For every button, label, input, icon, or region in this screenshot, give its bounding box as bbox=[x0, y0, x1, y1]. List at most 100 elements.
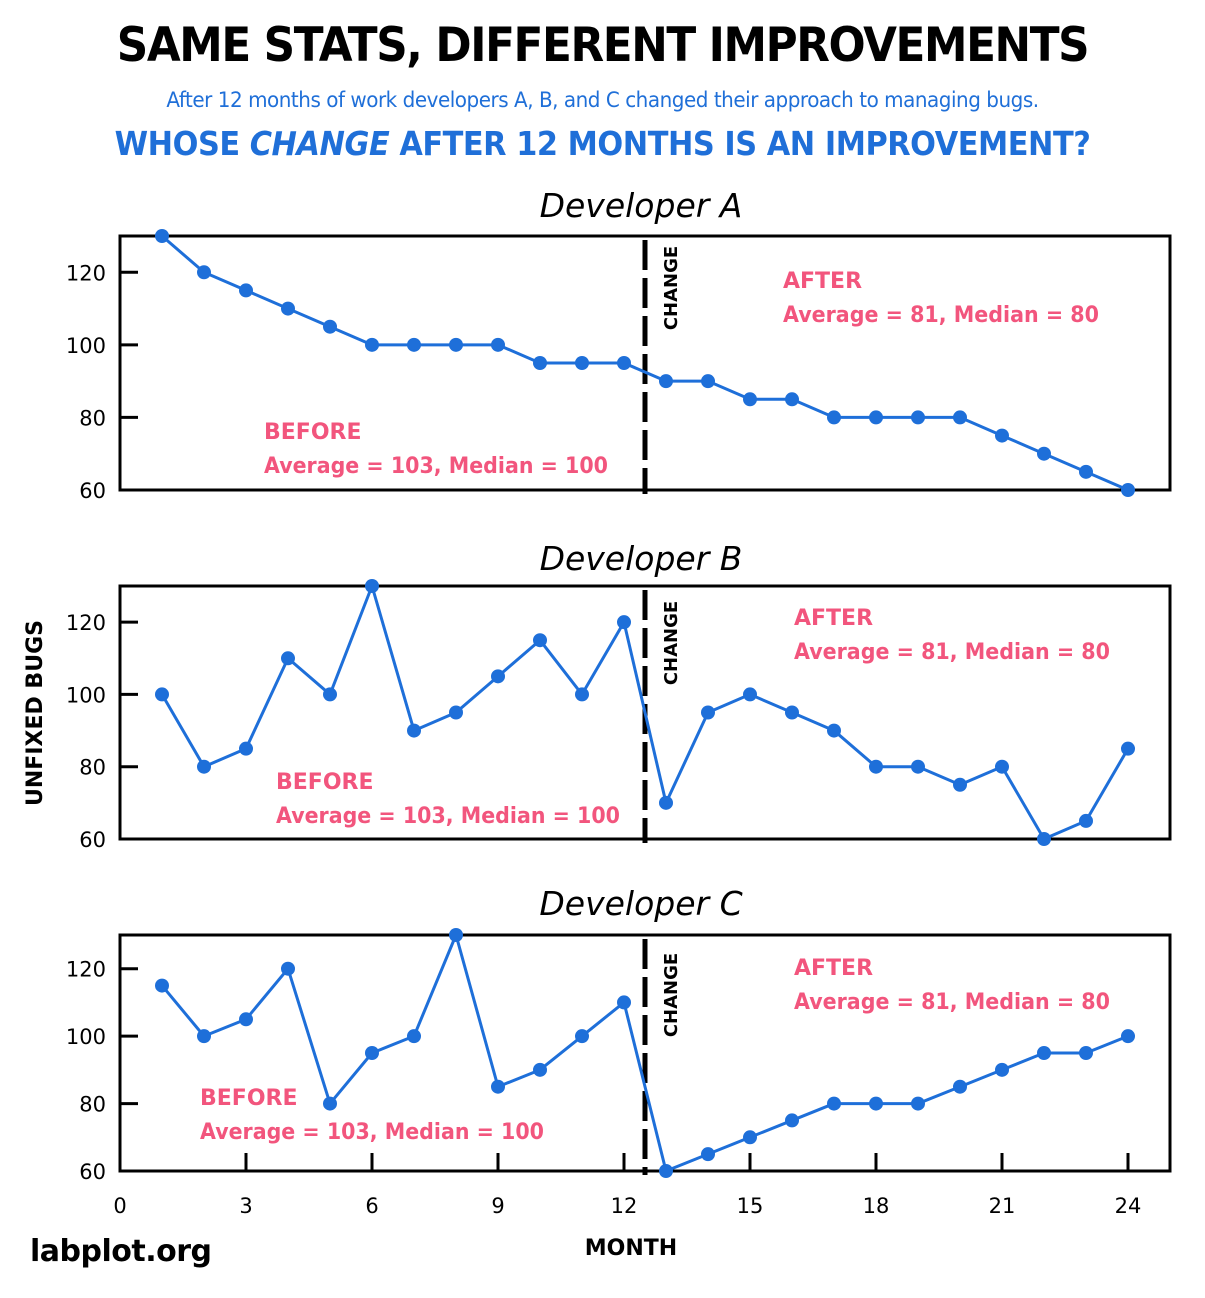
data-point bbox=[827, 723, 841, 738]
data-point bbox=[953, 1079, 967, 1094]
y-tick-label: 60 bbox=[79, 828, 106, 852]
y-axis-label: UNFIXED BUGS bbox=[23, 620, 48, 806]
x-tick-label: 6 bbox=[365, 1194, 378, 1218]
labplot-credit: labplot.org bbox=[30, 1234, 212, 1269]
y-tick-label: 60 bbox=[79, 479, 106, 503]
x-tick-label: 0 bbox=[113, 1194, 126, 1218]
data-point bbox=[491, 337, 505, 352]
data-point bbox=[701, 705, 715, 720]
x-tick-label: 24 bbox=[1115, 1194, 1142, 1218]
before-stats: Average = 103, Median = 100 bbox=[200, 1120, 544, 1145]
y-tick-label: 80 bbox=[79, 756, 106, 780]
x-tick-label: 18 bbox=[863, 1194, 890, 1218]
data-point bbox=[911, 1096, 925, 1111]
data-point bbox=[1037, 1046, 1051, 1060]
change-label: CHANGE bbox=[661, 953, 682, 1037]
data-point bbox=[743, 1130, 757, 1145]
data-point bbox=[995, 1062, 1009, 1077]
question-emphasis: CHANGE bbox=[249, 124, 390, 163]
panel-title: Developer C bbox=[539, 884, 742, 923]
data-point bbox=[575, 356, 589, 370]
series-line bbox=[160, 933, 1129, 1173]
data-point bbox=[365, 337, 379, 352]
data-point bbox=[659, 374, 673, 389]
x-axis-label: MONTH bbox=[585, 1236, 677, 1261]
data-point bbox=[1121, 741, 1135, 756]
after-label: AFTER bbox=[794, 956, 873, 981]
data-point bbox=[491, 669, 505, 684]
y-tick-label: 120 bbox=[66, 958, 106, 982]
question-suffix: AFTER 12 MONTHS IS AN IMPROVEMENT? bbox=[389, 124, 1091, 163]
data-point bbox=[785, 1113, 799, 1128]
data-point bbox=[1079, 1046, 1093, 1060]
data-point bbox=[575, 687, 589, 702]
series-line bbox=[161, 234, 1129, 492]
data-point bbox=[743, 687, 757, 702]
before-label: BEFORE bbox=[264, 420, 362, 445]
data-point bbox=[785, 705, 799, 720]
after-label: AFTER bbox=[794, 606, 873, 631]
data-point bbox=[617, 356, 631, 370]
y-tick-label: 120 bbox=[66, 611, 106, 635]
y-tick-label: 120 bbox=[66, 261, 106, 285]
chart-panel-a: Developer A 60 80 100 120 CHANGE BEFORE Average… bbox=[66, 186, 1172, 503]
data-point bbox=[1079, 813, 1093, 828]
data-point bbox=[1037, 446, 1051, 461]
data-point bbox=[659, 795, 673, 810]
data-point bbox=[953, 410, 967, 425]
data-point bbox=[911, 410, 925, 425]
data-point bbox=[533, 633, 547, 648]
data-point bbox=[491, 1079, 505, 1094]
data-point bbox=[197, 1029, 211, 1044]
data-point bbox=[449, 337, 463, 352]
after-stats: Average = 81, Median = 80 bbox=[794, 640, 1110, 665]
panel-title: Developer B bbox=[540, 539, 743, 578]
data-point bbox=[617, 995, 631, 1010]
data-point bbox=[701, 374, 715, 389]
data-point bbox=[533, 1062, 547, 1077]
data-point bbox=[827, 1096, 841, 1111]
y-tick-label: 80 bbox=[79, 1093, 106, 1117]
x-tick-label: 3 bbox=[239, 1194, 252, 1218]
chart-question: WHOSE CHANGE AFTER 12 MONTHS IS AN IMPRO… bbox=[48, 124, 1157, 163]
before-label: BEFORE bbox=[200, 1086, 298, 1111]
data-point bbox=[911, 759, 925, 774]
data-point bbox=[323, 687, 337, 702]
data-point bbox=[869, 759, 883, 774]
data-point bbox=[869, 410, 883, 425]
data-point bbox=[449, 705, 463, 720]
data-point bbox=[365, 579, 379, 593]
before-label: BEFORE bbox=[276, 770, 374, 795]
data-point bbox=[995, 428, 1009, 443]
data-point bbox=[155, 687, 169, 702]
x-tick-label: 21 bbox=[989, 1194, 1016, 1218]
data-point bbox=[239, 283, 253, 298]
after-label: AFTER bbox=[783, 269, 862, 294]
x-tick-label: 12 bbox=[611, 1194, 638, 1218]
series-line bbox=[160, 584, 1130, 841]
data-point bbox=[407, 723, 421, 738]
chart-subtitle: After 12 months of work developers A, B,… bbox=[166, 88, 1039, 112]
data-point bbox=[533, 356, 547, 370]
y-tick-label: 100 bbox=[66, 1025, 106, 1049]
data-point bbox=[407, 1029, 421, 1044]
data-point bbox=[659, 1164, 673, 1178]
data-point bbox=[827, 410, 841, 425]
y-tick-label: 100 bbox=[66, 683, 106, 707]
question-prefix: WHOSE bbox=[114, 124, 250, 163]
data-point bbox=[701, 1147, 715, 1162]
data-point bbox=[1037, 832, 1051, 846]
data-point bbox=[1079, 464, 1093, 479]
data-point bbox=[239, 741, 253, 756]
before-stats: Average = 103, Median = 100 bbox=[264, 454, 608, 479]
data-point bbox=[323, 1096, 337, 1111]
data-point bbox=[323, 319, 337, 334]
chart-panel-b: Developer B 60 80 100 120 CHANGE BEFORE Average… bbox=[66, 539, 1172, 852]
data-point bbox=[197, 265, 211, 280]
after-stats: Average = 81, Median = 80 bbox=[794, 990, 1110, 1015]
data-point bbox=[785, 392, 799, 407]
chart-panel-c: Developer C 60 80 100 120 0 3 6 9 12 15 18 21 24 CHANG… bbox=[66, 884, 1172, 1218]
data-point bbox=[281, 651, 295, 666]
data-point bbox=[617, 615, 631, 630]
data-point bbox=[197, 759, 211, 774]
